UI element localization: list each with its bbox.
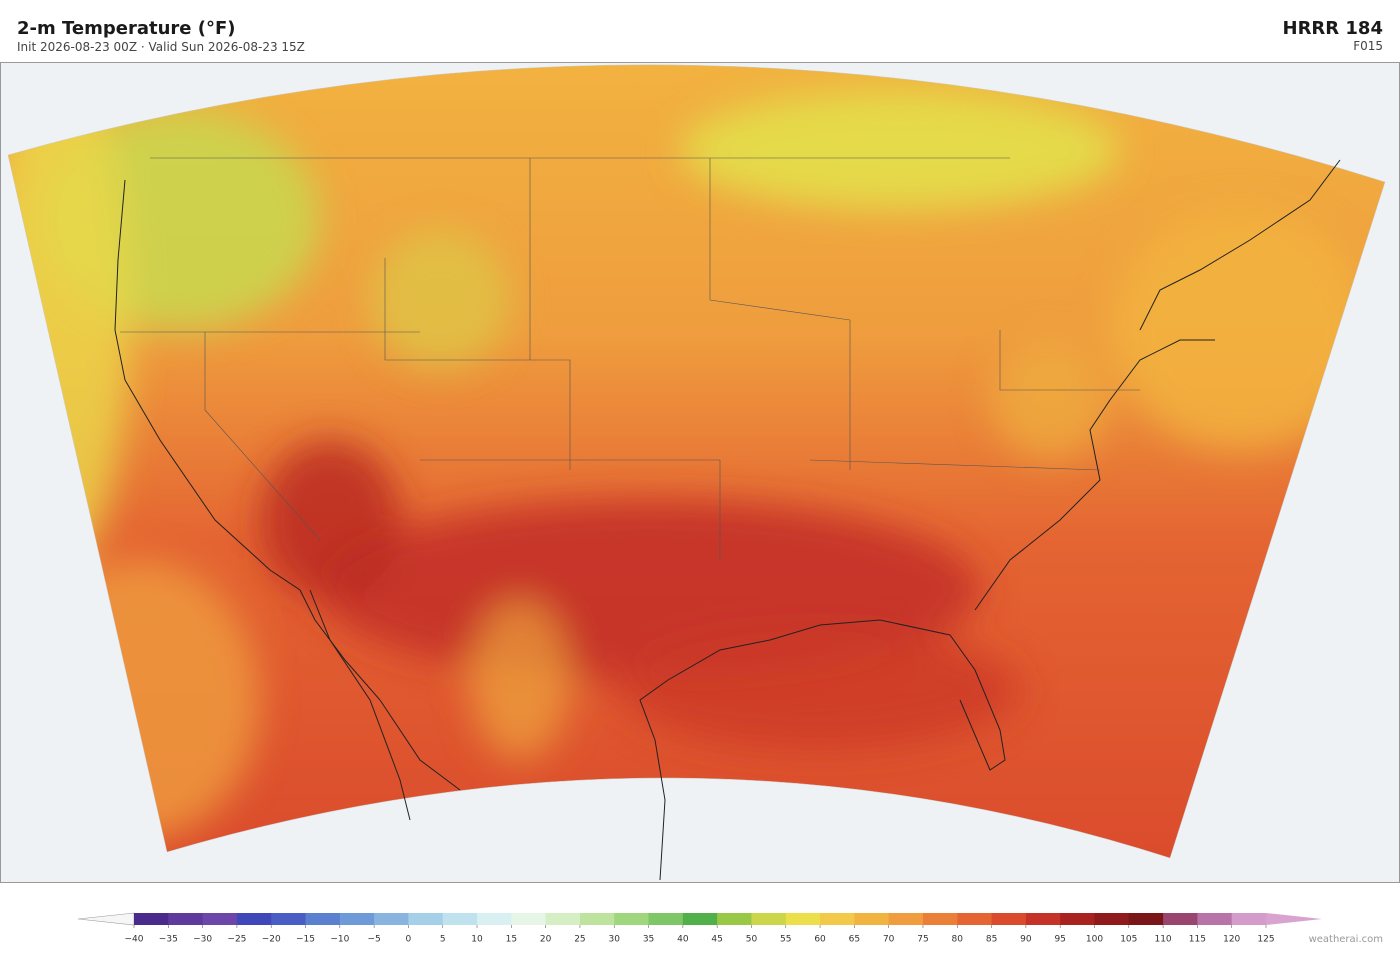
over-arrow: [1266, 913, 1322, 925]
colorbar-segment: [1060, 913, 1095, 925]
tick-label: 55: [780, 935, 791, 945]
tick-label: 20: [540, 935, 552, 945]
tick-label: 80: [952, 935, 964, 945]
tick-label: 65: [849, 935, 860, 945]
colorbar-segment: [271, 913, 306, 925]
colorbar-segment: [511, 913, 547, 925]
tick-label: 40: [677, 935, 689, 945]
colorbar-segment: [579, 913, 615, 925]
tick-label: 45: [711, 935, 722, 945]
colorbar-segment: [1231, 913, 1267, 925]
tick-label: 10: [471, 935, 483, 945]
title: 2-m Temperature (°F): [17, 18, 236, 39]
tick-label: 95: [1054, 935, 1065, 945]
colorbar-segment: [1197, 913, 1233, 925]
tick-label: −15: [296, 935, 315, 945]
colorbar-segment: [785, 913, 821, 925]
colorbar-segment: [477, 913, 512, 925]
colorbar-segment: [1128, 913, 1164, 925]
tick-label: 75: [917, 935, 928, 945]
tick-label: −35: [159, 935, 178, 945]
colorbar-segment: [922, 913, 958, 925]
colorbar-segment: [751, 913, 787, 925]
map: [0, 62, 1400, 883]
colorbar-segment: [134, 913, 169, 925]
tick-label: −25: [227, 935, 246, 945]
tick-label: −20: [262, 935, 281, 945]
tick-label: 30: [609, 935, 621, 945]
colorbar-segment: [202, 913, 238, 925]
tick-label: −30: [193, 935, 212, 945]
colorbar-segment: [236, 913, 272, 925]
under-arrow: [77, 912, 135, 926]
tick-label: 5: [440, 935, 446, 945]
tick-label: 105: [1120, 935, 1137, 945]
colorbar-segment: [305, 913, 341, 925]
tick-label: 50: [746, 935, 758, 945]
tick-label: −10: [330, 935, 349, 945]
colorbar-segment: [888, 913, 924, 925]
colorbar-segment: [854, 913, 890, 925]
colorbar-segment: [1025, 913, 1061, 925]
tick-label: 115: [1189, 935, 1206, 945]
watermark: weatherai.com: [1309, 934, 1383, 945]
colorbar-segment: [1163, 913, 1198, 925]
tick-label: 70: [883, 935, 895, 945]
tick-label: 110: [1154, 935, 1171, 945]
tick-label: 100: [1086, 935, 1103, 945]
colorbar-segment: [957, 913, 992, 925]
tick-label: 125: [1257, 935, 1274, 945]
tick-label: 35: [643, 935, 654, 945]
tick-label: 0: [406, 935, 412, 945]
colorbar-segment: [168, 913, 204, 925]
colorbar-segment: [991, 913, 1027, 925]
tick-label: 60: [814, 935, 826, 945]
forecast-hour: F015: [1353, 39, 1383, 53]
colorbar-segment: [682, 913, 718, 925]
subtitle: Init 2026-08-23 00Z · Valid Sun 2026-08-…: [17, 40, 305, 54]
colorbar-segment: [820, 913, 855, 925]
colorbar-segment: [614, 913, 649, 925]
tick-label: 25: [574, 935, 585, 945]
tick-label: 90: [1020, 935, 1032, 945]
colorbar-segment: [545, 913, 581, 925]
colorbar-segment: [1094, 913, 1130, 925]
tick-label: −5: [367, 935, 380, 945]
colorbar-segment: [442, 913, 478, 925]
colorbar-segment: [374, 913, 409, 925]
colorbar-segment: [339, 913, 375, 925]
colorbar: −40 −35 −30 −25 −20 −15 −10 −5 0 5 10 15 20 25 30 35 40 4…: [77, 912, 1322, 945]
model: HRRR 184: [1283, 18, 1384, 39]
tick-label: 85: [986, 935, 997, 945]
colorbar-segment: [648, 913, 684, 925]
tick-label: −40: [125, 935, 144, 945]
colorbar-segment: [717, 913, 752, 925]
tick-label: 15: [506, 935, 517, 945]
tick-label: 120: [1223, 935, 1240, 945]
colorbar-segment: [408, 913, 444, 925]
